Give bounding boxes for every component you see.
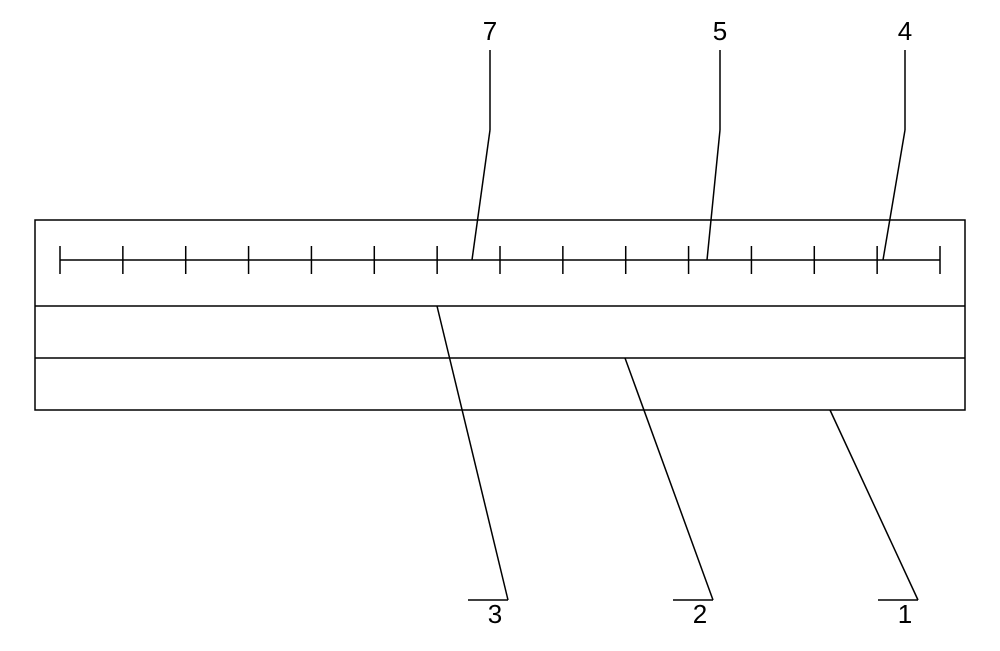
callout-leader (830, 410, 918, 600)
callout-leader (707, 130, 720, 260)
callout-label: 3 (488, 599, 502, 629)
technical-diagram: 7 5 4 3 2 1 (0, 0, 1000, 651)
callout-label: 1 (898, 599, 912, 629)
callout-label: 7 (483, 16, 497, 46)
callout-label: 5 (713, 16, 727, 46)
callout-leader (625, 358, 713, 600)
callout-leader (883, 130, 905, 260)
callout-leader (472, 130, 490, 260)
callout-leader (437, 306, 508, 600)
callout-label: 4 (898, 16, 912, 46)
callout-label: 2 (693, 599, 707, 629)
